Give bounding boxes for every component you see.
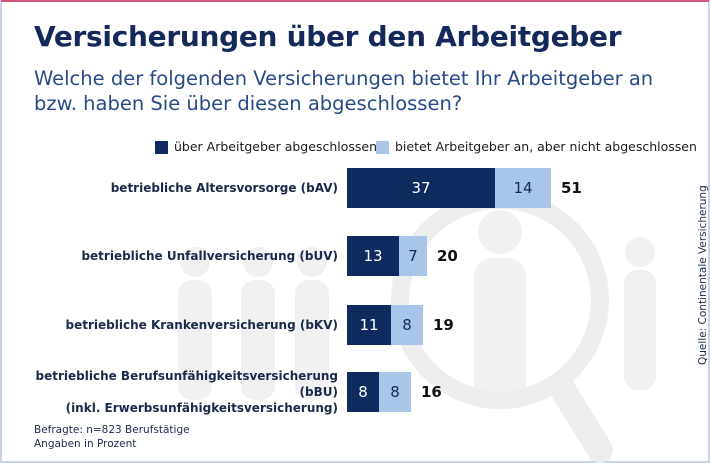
value-label: 7 <box>408 247 418 265</box>
bar-segment <box>347 372 379 412</box>
category-label: betriebliche Krankenversicherung (bKV) <box>65 318 338 332</box>
category-label: betriebliche Unfallversicherung (bUV) <box>81 249 338 263</box>
category-label: betriebliche Altersvorsorge (bAV) <box>110 181 338 195</box>
bar-segment <box>379 372 411 412</box>
bar-segment <box>391 305 423 345</box>
total-label: 51 <box>561 179 582 197</box>
chart-subtitle: Welche der folgenden Versicherungen biet… <box>34 67 654 115</box>
legend-label: bietet Arbeitgeber an, aber nicht abgesc… <box>395 139 697 154</box>
value-label: 37 <box>411 179 431 197</box>
legend-swatch <box>155 141 168 154</box>
value-label: 8 <box>358 383 368 401</box>
bar-segment <box>347 168 495 208</box>
decor-people <box>178 210 656 408</box>
value-label: 8 <box>390 383 400 401</box>
bar-segment <box>399 236 427 276</box>
bar-segment <box>495 168 551 208</box>
chart-title: Versicherungen über den Arbeitgeber <box>34 20 622 53</box>
legend-swatch <box>376 141 389 154</box>
total-label: 19 <box>433 316 454 334</box>
source: Quelle: Continentale Versicherung <box>697 185 709 365</box>
value-label: 13 <box>363 247 383 265</box>
decor-handle <box>547 372 613 463</box>
value-label: 11 <box>359 316 379 334</box>
footnote: Befragte: n=823 Berufstätige <box>34 424 190 436</box>
value-label: 8 <box>402 316 412 334</box>
category-label: betriebliche Berufsunfähigkeitsversicher… <box>35 369 339 415</box>
bar-segment <box>347 305 391 345</box>
legend-label: über Arbeitgeber abgeschlossen <box>174 139 377 154</box>
total-label: 16 <box>421 383 442 401</box>
total-label: 20 <box>437 247 458 265</box>
value-label: 14 <box>513 179 533 197</box>
bar-segment <box>347 236 399 276</box>
footnote: Angaben in Prozent <box>34 438 137 450</box>
